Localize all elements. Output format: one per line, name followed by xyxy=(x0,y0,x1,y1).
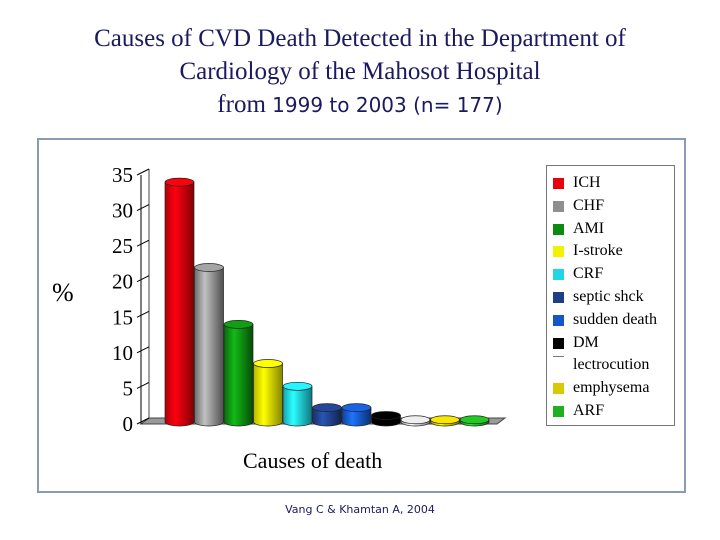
legend-label: CHF xyxy=(573,196,605,214)
legend-swatch xyxy=(553,200,564,212)
legend-swatch xyxy=(553,178,564,189)
y-tick-mark xyxy=(136,168,150,176)
y-tick-mark xyxy=(136,204,150,212)
y-tick-label: 35 xyxy=(112,163,133,187)
bar-ich xyxy=(164,181,195,427)
legend-label: septic shck xyxy=(573,288,644,305)
legend-label: sudden death xyxy=(573,310,657,328)
bar-i-stroke xyxy=(253,363,283,427)
legend-label: DM xyxy=(573,333,599,351)
bar-top-3 xyxy=(253,359,283,368)
bar-top-6 xyxy=(341,403,372,412)
y-tick-label: 20 xyxy=(112,270,133,294)
title-line-3-prefix: from xyxy=(217,91,266,118)
chart-legend: ICH CHF AMI I-stroke CRF septic shck sudden de… xyxy=(546,165,675,426)
y-tick-label: 10 xyxy=(112,341,133,365)
bar-top-7 xyxy=(371,411,401,420)
legend-label: I-stroke xyxy=(573,242,623,260)
legend-swatch xyxy=(553,406,564,417)
bar-top-8 xyxy=(400,415,431,425)
bar-top-9 xyxy=(430,415,460,425)
legend-label: lectrocution xyxy=(573,356,650,374)
y-tick-label: 25 xyxy=(112,234,133,258)
chart-title: Causes of CVD Death Detected in the Depa… xyxy=(0,22,720,122)
y-tick-label: 0 xyxy=(123,412,134,436)
legend-swatch xyxy=(553,292,564,303)
y-tick-label: 30 xyxy=(112,199,133,223)
legend-swatch xyxy=(553,383,564,395)
y-axis-label: % xyxy=(52,278,74,307)
bar-top-0 xyxy=(164,177,195,187)
bar-top-4 xyxy=(282,381,313,391)
title-line-3: from 1999 to 2003 (n= 177) xyxy=(0,88,720,122)
source-credit: Vang C & Khamtan A, 2004 xyxy=(285,503,435,516)
bar-ami xyxy=(223,324,254,427)
y-tick-mark xyxy=(136,346,150,354)
x-axis-label: Causes of death xyxy=(243,448,383,473)
legend-swatch xyxy=(553,356,564,358)
y-tick-mark xyxy=(136,417,150,425)
legend-label: emphysema xyxy=(573,379,650,397)
legend-swatch xyxy=(553,246,564,258)
bar-chf xyxy=(194,267,224,427)
legend-label: AMI xyxy=(573,219,605,237)
legend-label: CRF xyxy=(573,265,604,283)
bar-sudden-death xyxy=(341,407,372,427)
bar-top-1 xyxy=(194,263,224,272)
legend-swatch xyxy=(553,314,564,326)
y-tick-mark xyxy=(136,381,150,389)
bar-top-10 xyxy=(459,415,490,425)
y-tick-mark xyxy=(136,239,150,247)
title-line-1: Causes of CVD Death Detected in the Depa… xyxy=(94,25,626,52)
legend-swatch xyxy=(553,223,564,235)
bar-top-5 xyxy=(312,403,342,412)
legend-label: ICH xyxy=(573,174,601,191)
y-tick-label: 15 xyxy=(112,305,133,329)
legend-swatch xyxy=(553,269,564,281)
y-tick-mark xyxy=(136,310,150,318)
bar-septic-shck xyxy=(312,407,342,427)
title-line-2: Cardiology of the Mahosot Hospital xyxy=(179,58,541,85)
y-tick-mark xyxy=(136,275,150,283)
bar-top-2 xyxy=(223,320,254,329)
title-line-3-years: 1999 to 2003 (n= 177) xyxy=(272,93,503,117)
bar-crf xyxy=(282,385,313,427)
legend-label: ARF xyxy=(573,402,605,419)
y-tick-label: 5 xyxy=(123,376,134,400)
legend-swatch xyxy=(553,337,564,349)
